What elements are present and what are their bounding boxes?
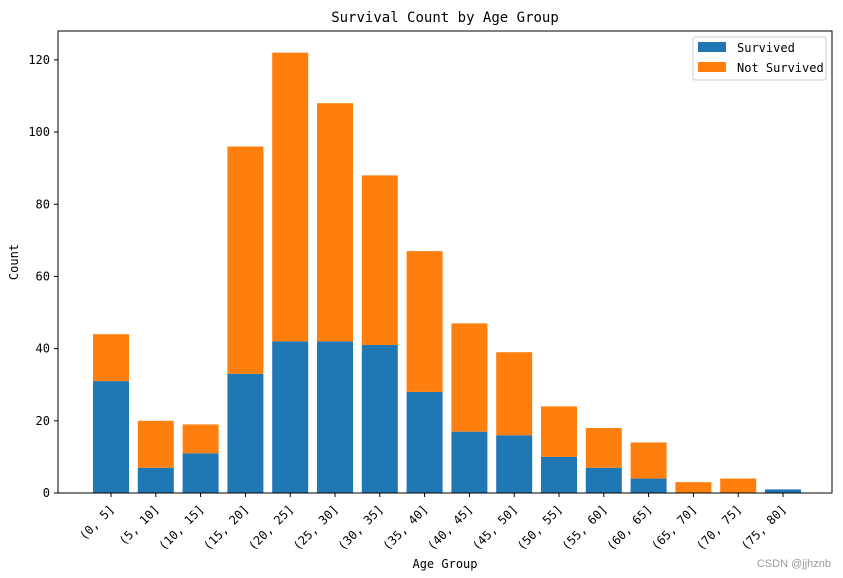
bar-not-survived xyxy=(182,424,219,454)
bar-not-survived xyxy=(720,478,757,493)
y-axis-label: Count xyxy=(7,244,21,280)
bar-not-survived xyxy=(317,103,353,342)
x-tick-label: (65, 70] xyxy=(649,502,700,553)
bar-not-survived xyxy=(451,323,488,432)
chart-title: Survival Count by Age Group xyxy=(331,10,559,26)
x-tick-label: (10, 15] xyxy=(156,502,207,553)
bar-survived xyxy=(585,467,622,493)
y-tick-label: 40 xyxy=(36,342,50,356)
bar-survived xyxy=(406,391,443,493)
bar-survived xyxy=(227,373,264,493)
bar-not-survived xyxy=(361,175,398,346)
legend: Survived Not Survived xyxy=(692,36,827,81)
bar-survived xyxy=(93,381,129,493)
y-tick-label: 20 xyxy=(36,414,50,428)
bar-not-survived xyxy=(585,428,622,468)
legend-box xyxy=(692,36,827,81)
y-tick-label: 100 xyxy=(28,125,50,139)
legend-label-survived: Survived xyxy=(737,41,795,55)
bar-not-survived xyxy=(272,52,309,342)
x-tick-label: (0, 5] xyxy=(77,502,118,543)
y-tick-label: 0 xyxy=(43,486,50,500)
bar-survived xyxy=(182,453,219,493)
y-tick-label: 120 xyxy=(28,53,50,67)
x-tick-label: (75, 80] xyxy=(738,502,789,553)
x-tick-label: (40, 45] xyxy=(425,502,476,553)
legend-swatch-survived xyxy=(698,42,726,52)
legend-label-not-survived: Not Survived xyxy=(737,61,824,75)
legend-swatch-not-survived xyxy=(698,62,726,72)
x-tick-label: (55, 60] xyxy=(559,502,610,553)
x-tick-label: (15, 20] xyxy=(201,502,252,553)
y-tick-label: 80 xyxy=(36,197,50,211)
bar-survived xyxy=(137,467,174,493)
x-tick-label: (70, 75] xyxy=(694,502,745,553)
bar-not-survived xyxy=(227,146,264,374)
y-tick-label: 60 xyxy=(36,269,50,283)
bar-survived xyxy=(765,489,801,493)
x-tick-label: (5, 10] xyxy=(116,502,162,548)
x-tick-label: (50, 55] xyxy=(514,502,565,553)
plot-area: 0 20 40 60 80 100 120 (0, 5] (5, 10](10, 15](15,… xyxy=(28,52,801,553)
bar-not-survived xyxy=(137,420,174,468)
bar-survived xyxy=(272,341,309,493)
bar-survived xyxy=(496,435,533,493)
bar-not-survived xyxy=(630,442,667,479)
bar-not-survived xyxy=(675,482,712,493)
axes-frame xyxy=(57,30,833,494)
x-axis-label: Age Group xyxy=(412,557,477,571)
x-tick-label: (35, 40] xyxy=(380,502,431,553)
x-tick-label: (25, 30] xyxy=(290,502,341,553)
bar-survived xyxy=(451,431,488,493)
bar-survived xyxy=(630,478,667,493)
bar-not-survived xyxy=(541,406,577,457)
bar-survived xyxy=(317,341,353,493)
x-tick-label: (30, 35] xyxy=(335,502,386,553)
watermark: CSDN @jjhznb xyxy=(756,558,831,570)
bar-not-survived xyxy=(93,334,129,382)
bar-not-survived xyxy=(406,251,443,392)
x-tick-label: (60, 65] xyxy=(604,502,655,553)
x-tick-label: (45, 50] xyxy=(470,502,521,553)
x-tick-label: (20, 25] xyxy=(246,502,297,553)
bar-survived xyxy=(541,456,577,493)
bar-survived xyxy=(361,345,398,493)
bar-not-survived xyxy=(496,352,533,436)
